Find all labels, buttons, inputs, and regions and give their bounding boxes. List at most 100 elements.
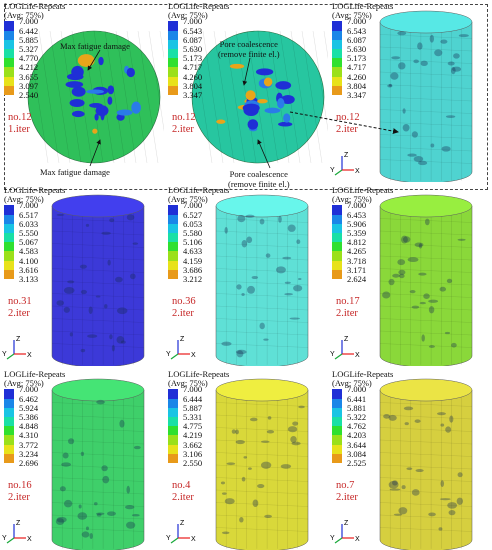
mesh-line <box>148 30 164 132</box>
specimen-cylinder <box>215 205 309 366</box>
legend-swatch <box>168 205 178 215</box>
annotation-pore-top: Pore coalescence (remove finite el.) <box>218 39 280 59</box>
cylinder-top-face <box>379 378 473 402</box>
pore <box>411 131 418 138</box>
legend-tick: 5.386 <box>19 411 39 422</box>
pore <box>444 331 451 335</box>
pore <box>245 214 255 218</box>
pore <box>393 513 403 516</box>
mesh-line <box>215 293 309 298</box>
legend-swatch <box>168 85 178 95</box>
pore <box>126 67 135 78</box>
legend-tick: 3.662 <box>183 439 203 450</box>
pore <box>81 531 90 538</box>
pore <box>125 504 135 510</box>
pore <box>246 236 253 244</box>
mesh-line <box>115 30 137 164</box>
specimen-cylinder <box>379 21 473 182</box>
mesh-line <box>215 330 309 336</box>
legend-swatch <box>168 39 178 49</box>
specimen-number: no.17 <box>336 296 360 307</box>
legend-tick: 2.624 <box>347 273 367 284</box>
legend-colorbar <box>4 205 14 284</box>
pore <box>67 280 75 284</box>
mesh-line <box>51 464 145 470</box>
legend-swatch <box>168 76 178 86</box>
legend-swatch <box>4 76 14 86</box>
legend-swatch <box>4 269 14 279</box>
pore <box>116 336 125 344</box>
mesh-line <box>215 464 309 470</box>
legend-tick: 3.655 <box>19 71 39 82</box>
panel-label: no.12 2.iter <box>336 112 360 136</box>
contour-legend: LOGLife-Repeats (Avg: 75%) 7.000 6.543 6.087… <box>168 1 229 100</box>
specimen-number: no.31 <box>8 296 32 307</box>
legend-tick: 3.212 <box>183 273 203 284</box>
legend-average: (Avg: 75%) <box>168 194 208 205</box>
legend-tick: 7.000 <box>19 200 39 211</box>
legend-title: LOGLife-Repeats <box>4 185 66 195</box>
axis-z-label: Z <box>344 520 349 527</box>
legend-tick: 4.770 <box>19 53 39 64</box>
legend-tick: 5.067 <box>19 237 39 248</box>
mesh-line <box>290 30 312 164</box>
mesh-line <box>379 255 473 261</box>
contour-legend: LOGLife-Repeats (Avg: 75%) 7.000 6.517 6.033… <box>4 185 66 284</box>
legend-tick: 4.775 <box>183 421 203 432</box>
legend-tick: 5.331 <box>183 411 203 422</box>
pore <box>399 273 405 279</box>
mesh-line <box>51 427 145 432</box>
mesh-line <box>215 452 309 457</box>
legend-swatch <box>4 242 14 252</box>
pore <box>409 289 416 294</box>
mesh-line <box>379 34 473 39</box>
pore <box>85 526 89 531</box>
legend-swatch <box>168 389 178 399</box>
panel-label: no.12 2.iter <box>172 112 196 136</box>
mesh-line <box>379 402 473 407</box>
pore <box>93 502 98 506</box>
pore <box>92 128 98 134</box>
axis-y-line <box>334 169 343 176</box>
legend-swatch <box>168 398 178 408</box>
contour-legend: LOGLife-Repeats (Avg: 75%) 7.000 6.441 5.881… <box>332 369 393 468</box>
legend-swatch <box>332 435 342 445</box>
legend-swatch <box>4 21 14 31</box>
pore <box>389 488 401 491</box>
mesh-line <box>379 46 473 52</box>
legend-average: (Avg: 75%) <box>4 378 44 389</box>
iteration-label: 2.iter <box>8 308 30 319</box>
panel-label: no.4 2.iter <box>172 480 194 504</box>
mesh-line <box>215 243 309 248</box>
mesh-line <box>379 134 473 139</box>
pore <box>448 509 456 516</box>
mesh-line <box>71 30 93 164</box>
arrow-max-fatigue-top <box>87 49 101 71</box>
pore <box>411 305 420 309</box>
mesh-line <box>312 30 328 132</box>
legend-tick: 5.106 <box>183 237 203 248</box>
pore <box>398 507 408 515</box>
legend-tick: 3.106 <box>183 448 203 459</box>
legend-tick: 7.000 <box>19 384 39 395</box>
pore <box>456 497 463 505</box>
mesh-line <box>51 343 145 348</box>
mesh-line <box>215 268 309 273</box>
contour-legend: LOGLife-Repeats (Avg: 75%) 7.000 6.543 6.087… <box>332 1 393 100</box>
pore <box>229 63 245 69</box>
annotation-max-fatigue-top: Max fatigue damage <box>60 41 130 51</box>
legend-swatch <box>332 214 342 224</box>
pore <box>101 231 111 235</box>
legend-swatch <box>168 260 178 270</box>
legend-swatch <box>168 223 178 233</box>
legend-swatch <box>4 407 14 417</box>
pore <box>116 109 133 116</box>
pore <box>259 218 265 225</box>
pore <box>226 462 236 466</box>
pore <box>239 517 244 523</box>
legend-tick: 6.444 <box>183 393 203 404</box>
pore <box>280 464 292 469</box>
mesh-line <box>51 280 145 286</box>
pore <box>260 461 272 469</box>
mesh-line <box>379 218 473 223</box>
